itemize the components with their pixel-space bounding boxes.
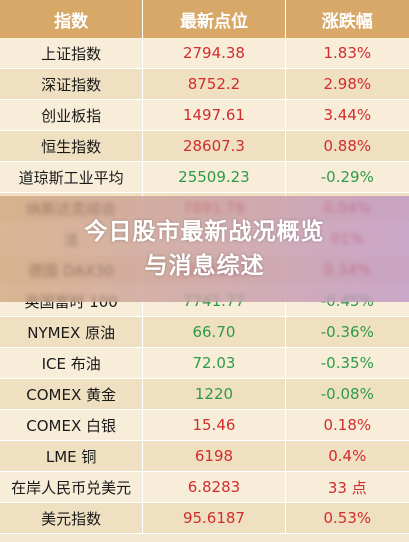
latest-point-value: 1497.61: [182, 106, 245, 124]
change-percent-value: 0.4%: [328, 447, 367, 465]
index-name: 上证指数: [41, 44, 102, 63]
latest-point-value: 28607.3: [182, 137, 245, 155]
title-banner: 今日股市最新战况概览 与消息综述: [0, 196, 409, 302]
index-name: LME 铜: [45, 447, 97, 466]
latest-point-value: 6.8283: [187, 478, 241, 496]
banner-title-line1: 今日股市最新战况概览: [84, 219, 325, 245]
latest-point-value: 6198: [194, 447, 234, 465]
table-row: 道琼斯工业平均 25509.23 -0.29%: [0, 162, 409, 193]
column-divider: [284, 69, 286, 99]
column-divider: [142, 379, 144, 409]
index-name: 创业板指: [41, 106, 102, 125]
column-divider: [284, 317, 286, 347]
index-name: ICE 布油: [41, 354, 101, 373]
column-divider: [142, 410, 144, 440]
column-divider: [142, 69, 144, 99]
column-divider: [284, 379, 286, 409]
change-percent-value: 3.44%: [323, 106, 372, 124]
table-body: 上证指数 2794.38 1.83% 深证指数 8752.2 2.98% 创业板指 1497.…: [0, 38, 409, 534]
table-row: LME 铜 6198 0.4%: [0, 441, 409, 472]
table-row: ICE 布油 72.03 -0.35%: [0, 348, 409, 379]
index-name: COMEX 白银: [26, 416, 117, 435]
latest-point-value: 8752.2: [187, 75, 241, 93]
table-row: COMEX 白银 15.46 0.18%: [0, 410, 409, 441]
index-name: COMEX 黄金: [26, 385, 117, 404]
column-divider: [284, 410, 286, 440]
column-divider: [142, 0, 144, 38]
change-percent-value: 0.88%: [323, 137, 372, 155]
column-divider: [284, 348, 286, 378]
table-row: 深证指数 8752.2 2.98%: [0, 69, 409, 100]
header-index: 指数: [54, 11, 89, 32]
change-percent-value: 1.83%: [323, 44, 372, 62]
column-divider: [284, 38, 286, 68]
table-row: 美元指数 95.6187 0.53%: [0, 503, 409, 534]
latest-point-value: 15.46: [192, 416, 236, 434]
latest-point-value: 2794.38: [182, 44, 245, 62]
column-divider: [142, 348, 144, 378]
latest-point-value: 72.03: [192, 354, 236, 372]
latest-point-value: 66.70: [192, 323, 236, 341]
index-name: 美元指数: [41, 509, 102, 528]
latest-point-value: 25509.23: [178, 168, 250, 186]
table-row: 创业板指 1497.61 3.44%: [0, 100, 409, 131]
column-divider: [284, 131, 286, 161]
table-row: 在岸人民币兑美元 6.8283 33 点: [0, 472, 409, 503]
index-name: 在岸人民币兑美元: [11, 478, 132, 497]
column-divider: [284, 503, 286, 533]
banner-title-line2: 与消息综述: [144, 253, 265, 279]
index-name: 深证指数: [41, 75, 102, 94]
column-divider: [142, 472, 144, 502]
change-percent-value: 0.53%: [323, 509, 372, 527]
change-percent-value: 33 点: [327, 478, 367, 497]
index-name: 恒生指数: [41, 137, 102, 156]
column-divider: [142, 38, 144, 68]
header-latest-point: 最新点位: [179, 11, 248, 32]
index-name: NYMEX 原油: [27, 323, 116, 342]
change-percent-value: -0.29%: [320, 168, 374, 186]
table-row: NYMEX 原油 66.70 -0.36%: [0, 317, 409, 348]
index-name: 道琼斯工业平均: [18, 168, 124, 187]
column-divider: [142, 131, 144, 161]
column-divider: [284, 162, 286, 192]
change-percent-value: -0.35%: [320, 354, 374, 372]
column-divider: [284, 441, 286, 471]
column-divider: [142, 503, 144, 533]
change-percent-value: 0.18%: [323, 416, 372, 434]
latest-point-value: 1220: [194, 385, 234, 403]
table-row: 上证指数 2794.38 1.83%: [0, 38, 409, 69]
change-percent-value: 2.98%: [323, 75, 372, 93]
table-row: 恒生指数 28607.3 0.88%: [0, 131, 409, 162]
change-percent-value: -0.08%: [320, 385, 374, 403]
change-percent-value: -0.36%: [320, 323, 374, 341]
table-row: COMEX 黄金 1220 -0.08%: [0, 379, 409, 410]
table-header: 指数 最新点位 涨跌幅: [0, 0, 409, 38]
latest-point-value: 95.6187: [182, 509, 245, 527]
column-divider: [142, 317, 144, 347]
column-divider: [284, 472, 286, 502]
column-divider: [284, 100, 286, 130]
column-divider: [142, 441, 144, 471]
header-change-percent: 涨跌幅: [321, 11, 373, 32]
column-divider: [142, 100, 144, 130]
column-divider: [142, 162, 144, 192]
column-divider: [284, 0, 286, 38]
